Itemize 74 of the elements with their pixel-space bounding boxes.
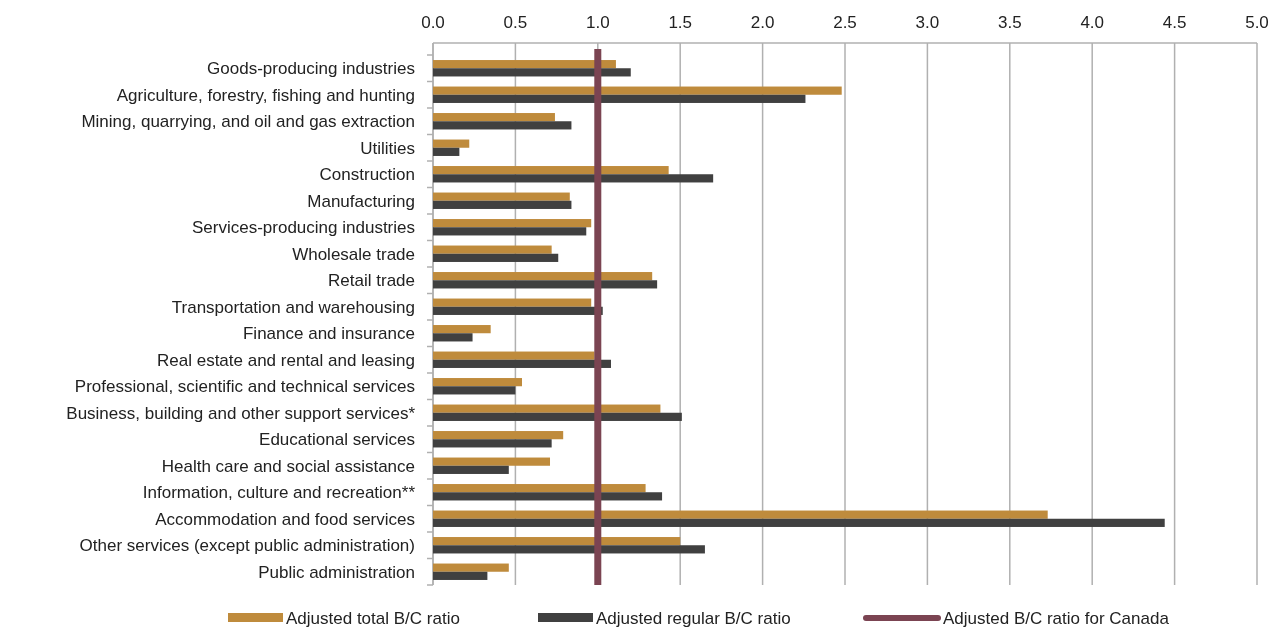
bar bbox=[433, 571, 488, 580]
bar bbox=[433, 245, 552, 254]
bar bbox=[433, 272, 653, 281]
bar bbox=[433, 492, 663, 501]
bar bbox=[433, 139, 470, 148]
bar bbox=[433, 510, 1048, 519]
y-tick-label: Agriculture, forestry, fishing and hunting bbox=[116, 85, 415, 105]
y-tick-label: Health care and social assistance bbox=[161, 456, 415, 476]
x-tick-label: 4.0 bbox=[1080, 13, 1105, 32]
bar bbox=[433, 378, 522, 387]
y-tick-label: Goods-producing industries bbox=[207, 59, 415, 79]
y-tick-label: Public administration bbox=[258, 562, 415, 582]
bar bbox=[433, 253, 559, 262]
bar bbox=[433, 60, 616, 69]
legend-label: Adjusted total B/C ratio bbox=[286, 609, 460, 628]
bar bbox=[433, 192, 570, 201]
bar bbox=[433, 219, 592, 228]
bar bbox=[433, 386, 516, 395]
bar bbox=[433, 86, 842, 95]
bar bbox=[433, 200, 572, 209]
x-tick-label: 2.5 bbox=[833, 13, 857, 32]
bar bbox=[433, 457, 551, 466]
x-tick-label: 1.5 bbox=[668, 13, 693, 32]
y-tick-label: Retail trade bbox=[328, 271, 415, 291]
y-tick-label: Transportation and warehousing bbox=[171, 297, 415, 317]
x-tick-label: 3.0 bbox=[915, 13, 940, 32]
bar bbox=[433, 147, 460, 156]
bar bbox=[433, 280, 658, 289]
x-tick-label: 0.0 bbox=[421, 13, 445, 32]
bar bbox=[433, 537, 681, 546]
y-tick-label: Construction bbox=[319, 165, 415, 185]
x-tick-label: 1.0 bbox=[585, 13, 610, 32]
bar bbox=[433, 121, 572, 130]
bar bbox=[433, 227, 587, 236]
y-tick-label: Wholesale trade bbox=[292, 244, 415, 264]
bar bbox=[433, 113, 555, 122]
bar bbox=[433, 325, 491, 334]
x-tick-label: 5.0 bbox=[1245, 13, 1269, 32]
bar bbox=[433, 68, 631, 77]
bar bbox=[433, 563, 509, 572]
x-tick-label: 2.0 bbox=[750, 13, 775, 32]
bar bbox=[433, 306, 603, 315]
bar bbox=[433, 333, 473, 342]
bar bbox=[433, 298, 592, 307]
legend-label: Adjusted regular B/C ratio bbox=[596, 609, 791, 628]
x-tick-label: 0.5 bbox=[503, 13, 528, 32]
bar bbox=[433, 465, 509, 474]
bar bbox=[433, 412, 682, 421]
y-tick-label: Professional, scientific and technical services bbox=[74, 377, 415, 397]
y-tick-label: Manufacturing bbox=[307, 191, 415, 211]
y-tick-label: Real estate and rental and leasing bbox=[156, 350, 415, 370]
bar bbox=[433, 166, 669, 175]
bar bbox=[433, 518, 1165, 527]
bar bbox=[433, 404, 661, 413]
bar bbox=[433, 351, 595, 360]
y-tick-label: Mining, quarrying, and oil and gas extraction bbox=[81, 112, 415, 132]
y-tick-label: Accommodation and food services bbox=[155, 509, 415, 529]
x-tick-label: 3.5 bbox=[997, 13, 1022, 32]
y-tick-label: Business, building and other support services* bbox=[66, 403, 416, 423]
y-tick-label: Utilities bbox=[360, 138, 415, 158]
y-tick-label: Services-producing industries bbox=[192, 218, 415, 238]
y-tick-label: Educational services bbox=[259, 430, 415, 450]
x-tick-label: 4.5 bbox=[1162, 13, 1187, 32]
legend-label: Adjusted B/C ratio for Canada bbox=[943, 609, 1170, 628]
bar bbox=[433, 439, 552, 448]
y-tick-label: Information, culture and recreation** bbox=[142, 483, 416, 503]
bar bbox=[433, 484, 646, 493]
bar bbox=[433, 431, 564, 440]
bar bbox=[433, 174, 714, 183]
bar bbox=[433, 94, 806, 103]
y-tick-label: Other services (except public administration) bbox=[79, 536, 415, 556]
bar bbox=[433, 545, 705, 554]
bar bbox=[433, 359, 611, 368]
y-tick-label: Finance and insurance bbox=[242, 324, 415, 344]
